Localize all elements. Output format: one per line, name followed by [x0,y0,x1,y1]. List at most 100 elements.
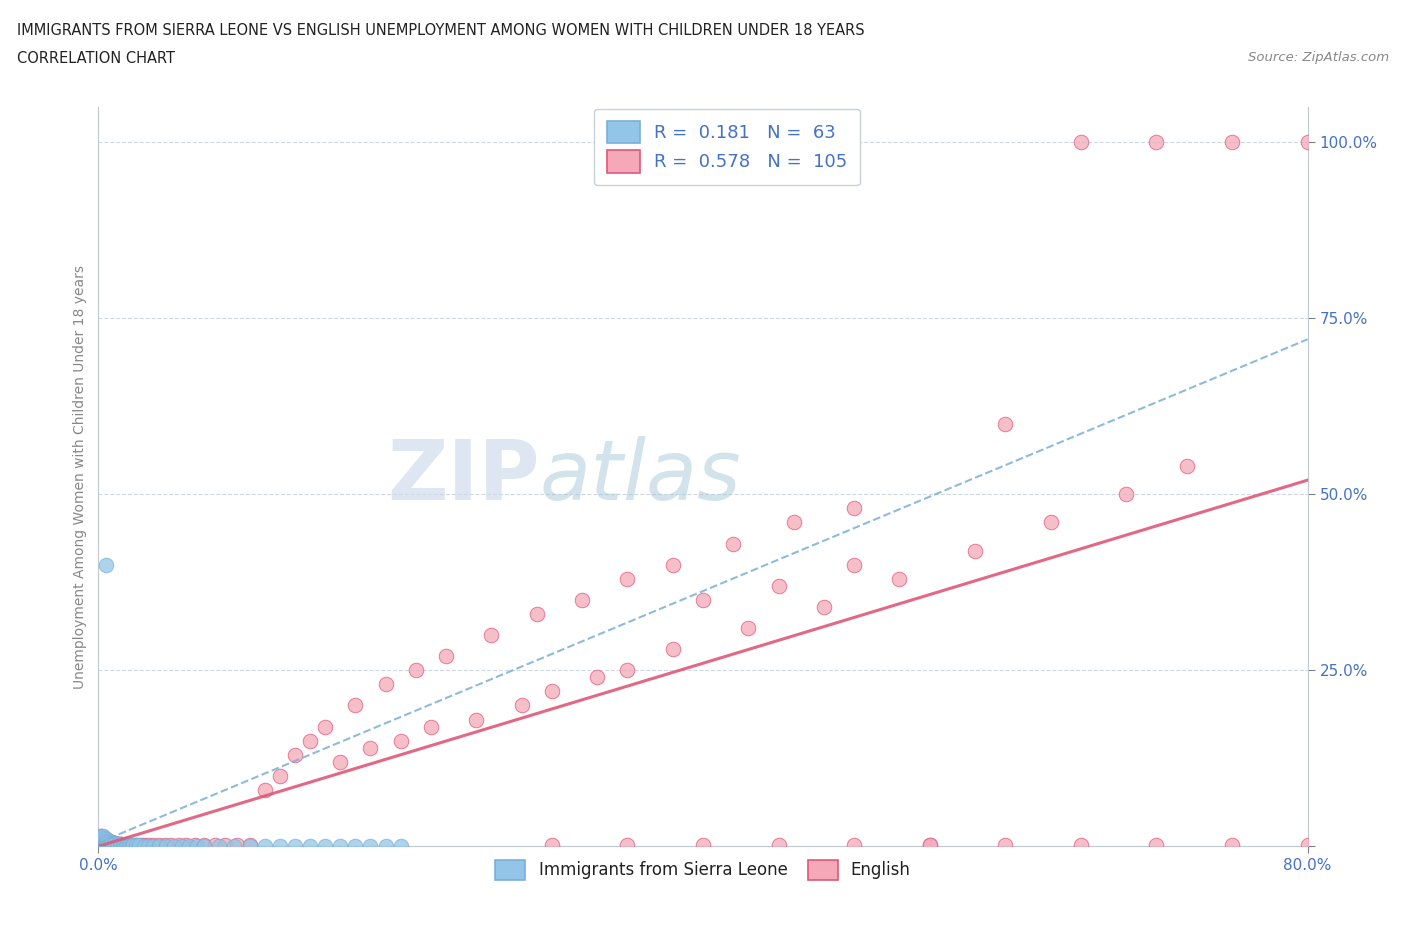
Point [91,834,114,849]
Point [540,684,562,698]
Point [420,719,443,734]
Point [89,830,111,845]
Point [1070,837,1092,852]
Point [1220,837,1243,852]
Point [344,838,367,853]
Point [299,838,322,853]
Point [239,838,262,853]
Point [994,417,1017,432]
Point [91,830,114,845]
Point [90,832,112,847]
Point [661,557,683,572]
Point [374,677,396,692]
Point [1070,135,1092,150]
Point [120,837,142,852]
Point [91,835,114,850]
Text: CORRELATION CHART: CORRELATION CHART [17,51,174,66]
Point [100,837,122,852]
Point [107,837,129,852]
Point [89,831,111,846]
Point [737,620,759,635]
Point [98,834,121,849]
Point [96,834,118,849]
Point [98,836,121,851]
Point [269,768,291,783]
Point [918,837,941,852]
Point [344,698,367,713]
Point [94,831,117,846]
Point [224,838,246,853]
Point [329,754,352,769]
Point [1144,135,1167,150]
Point [98,836,121,851]
Point [89,835,111,850]
Point [314,838,336,853]
Point [208,838,231,853]
Text: ZIP: ZIP [387,436,540,517]
Point [105,837,128,852]
Point [768,837,790,852]
Point [94,836,117,851]
Point [586,670,609,684]
Point [125,837,148,852]
Point [186,838,208,853]
Point [994,837,1017,852]
Point [1296,837,1319,852]
Point [121,837,143,852]
Point [163,838,186,853]
Point [253,838,276,853]
Point [98,834,121,849]
Point [96,833,118,848]
Point [118,837,141,852]
Point [723,536,745,551]
Point [374,838,396,853]
Point [1220,135,1243,150]
Point [128,837,150,852]
Point [89,835,111,850]
Point [132,837,155,852]
Point [226,837,249,852]
Point [101,835,124,850]
Point [526,606,548,621]
Point [132,838,155,853]
Point [101,835,124,850]
Point [103,835,125,850]
Point [284,838,307,853]
Point [94,831,117,846]
Y-axis label: Unemployment Among Women with Children Under 18 years: Unemployment Among Women with Children U… [73,265,87,688]
Point [204,837,226,852]
Point [136,837,159,852]
Point [89,833,111,848]
Point [136,838,159,853]
Point [118,837,141,852]
Point [111,837,134,852]
Point [90,829,112,844]
Point [93,830,115,845]
Point [96,835,118,850]
Point [965,543,987,558]
Point [100,837,122,852]
Point [90,830,112,845]
Point [239,837,262,852]
Point [114,837,136,852]
Point [1039,515,1062,530]
Text: Source: ZipAtlas.com: Source: ZipAtlas.com [1249,51,1389,64]
Point [108,837,131,852]
Point [360,740,382,755]
Point [360,838,382,853]
Point [214,837,236,852]
Point [571,592,593,607]
Point [125,837,148,852]
Point [389,838,412,853]
Point [616,571,638,586]
Point [616,837,638,852]
Point [114,837,136,852]
Point [329,838,352,853]
Point [104,837,127,852]
Point [179,838,201,853]
Point [389,733,412,748]
Point [90,833,112,848]
Point [104,836,127,851]
Point [105,837,128,852]
Point [174,837,197,852]
